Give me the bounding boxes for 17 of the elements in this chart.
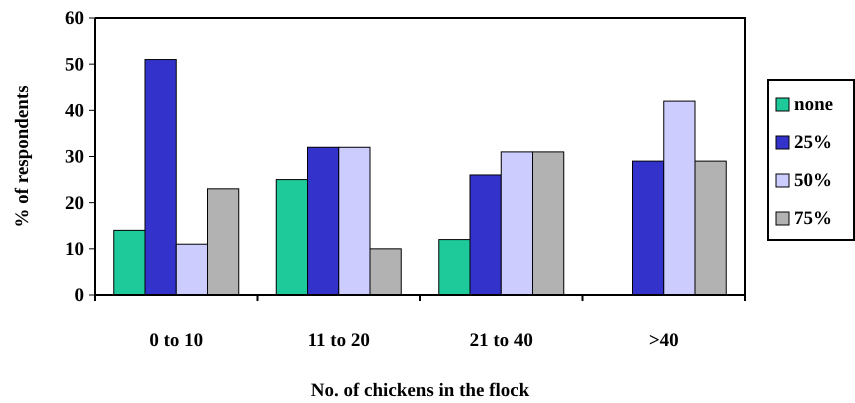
y-tick-label: 40 (65, 100, 84, 122)
y-tick-label: 50 (65, 54, 84, 76)
y-axis-title: % of respondents (12, 85, 33, 228)
legend-label: 50% (794, 170, 832, 191)
x-tick-label: 0 to 10 (149, 330, 204, 351)
y-tick-label: 0 (74, 285, 84, 306)
y-tick-label: 30 (65, 146, 84, 168)
y-tick-label: 10 (65, 238, 84, 260)
y-tick-label: 60 (65, 8, 84, 30)
x-tick-label: >40 (648, 330, 679, 351)
legend-label: 75% (794, 208, 832, 229)
x-tick-label: 11 to 20 (308, 330, 370, 351)
legend-label: none (794, 94, 834, 115)
legend-label: 25% (794, 132, 832, 153)
x-axis-title: No. of chickens in the flock (310, 380, 530, 401)
y-tick-label: 20 (65, 192, 84, 214)
x-tick-label: 21 to 40 (470, 330, 533, 351)
